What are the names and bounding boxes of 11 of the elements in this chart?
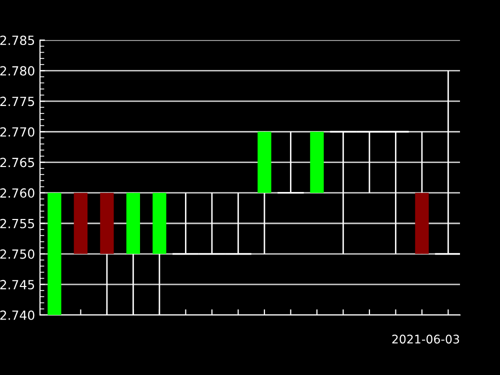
y-tick-label: 2.765 bbox=[0, 158, 34, 168]
y-tick-label: 2.745 bbox=[0, 280, 34, 290]
y-tick-label: 2.750 bbox=[0, 249, 34, 259]
x-axis-title: 2021-06-03 bbox=[392, 334, 460, 344]
y-tick-label: 2.780 bbox=[0, 66, 34, 76]
y-tick-label: 2.760 bbox=[0, 188, 34, 198]
y-tick-label: 2.785 bbox=[0, 36, 34, 46]
y-tick-label: 2.775 bbox=[0, 96, 34, 106]
y-tick-label: 2.740 bbox=[0, 310, 34, 320]
y-tick-label: 2.755 bbox=[0, 218, 34, 228]
y-tick-label: 2.770 bbox=[0, 127, 34, 137]
